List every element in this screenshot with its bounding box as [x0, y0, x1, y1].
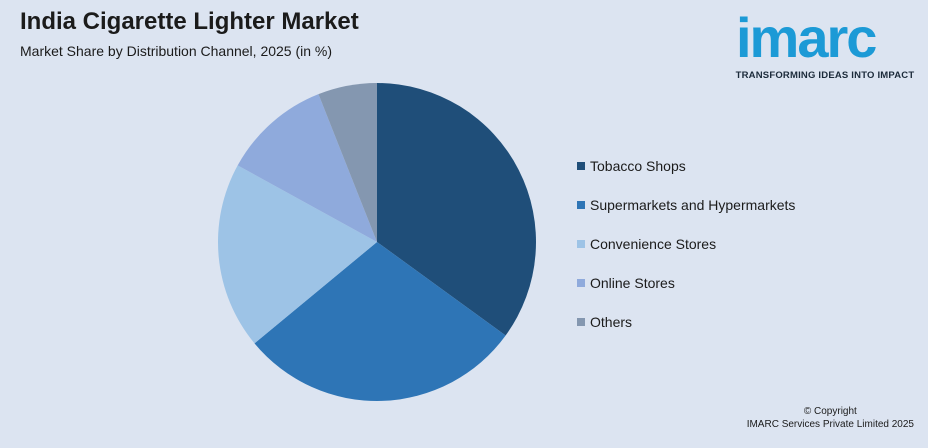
- legend-item: Tobacco Shops: [577, 146, 795, 185]
- legend-swatch: [577, 278, 585, 287]
- imarc-logo: imarc TRANSFORMING IDEAS INTO IMPACT: [732, 4, 918, 86]
- logo-wordmark: imarc: [736, 6, 877, 69]
- legend-item: Online Stores: [577, 263, 795, 302]
- copyright-line-1: © Copyright: [803, 406, 857, 417]
- legend-swatch: [577, 200, 585, 209]
- pie-slice-supermarkets-and-hypermarkets: [254, 242, 506, 401]
- copyright-line-2: IMARC Services Private Limited 2025: [746, 419, 914, 430]
- legend-label: Supermarkets and Hypermarkets: [590, 196, 796, 213]
- chart-subtitle: Market Share by Distribution Channel, 20…: [20, 43, 333, 59]
- legend-swatch: [577, 317, 585, 326]
- copyright-notice: © Copyright IMARC Services Private Limit…: [747, 405, 914, 431]
- pie-slice-online-stores: [237, 94, 377, 242]
- legend-swatch: [577, 161, 585, 170]
- pie-slice-tobacco-shops: [377, 83, 536, 336]
- legend-label: Tobacco Shops: [590, 157, 686, 174]
- legend-label: Others: [590, 313, 633, 330]
- pie-slice-convenience-stores: [218, 165, 377, 344]
- chart-legend: Tobacco Shops Supermarkets and Hypermarke…: [577, 146, 795, 341]
- legend-label: Online Stores: [590, 274, 675, 291]
- legend-item: Supermarkets and Hypermarkets: [577, 185, 795, 224]
- chart-title: India Cigarette Lighter Market: [20, 8, 359, 35]
- pie-slice-others: [318, 83, 377, 242]
- legend-item: Convenience Stores: [577, 224, 795, 263]
- legend-label: Convenience Stores: [590, 235, 717, 252]
- legend-item: Others: [577, 302, 795, 341]
- legend-swatch: [577, 239, 585, 248]
- logo-tagline: TRANSFORMING IDEAS INTO IMPACT: [735, 70, 915, 81]
